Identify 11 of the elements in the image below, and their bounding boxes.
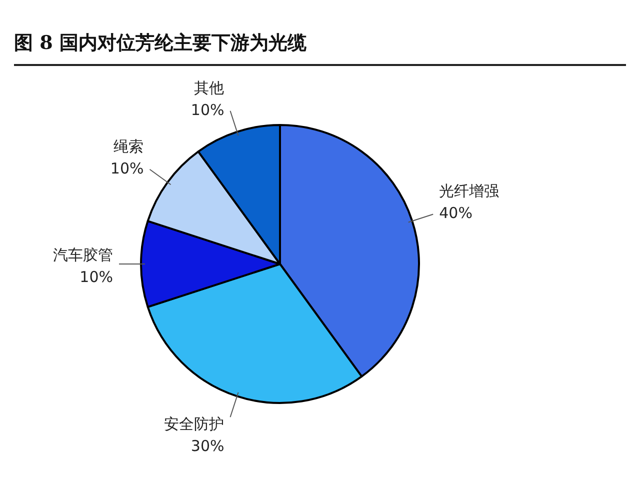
data-label: 10% — [190, 100, 224, 119]
slice-label: 安全防护 — [164, 415, 224, 434]
data-label: 10% — [80, 268, 113, 286]
slice-label: 绳索 — [114, 137, 144, 156]
slice-label: 光纤增强 — [439, 182, 500, 200]
chart-title: 图 8 国内对位芳纶主要下游为光缆 — [14, 30, 626, 66]
slice-label: 汽车胶管 — [53, 246, 113, 264]
data-label: 10% — [110, 159, 144, 178]
data-label: 40% — [439, 204, 472, 222]
data-label: 30% — [190, 437, 224, 456]
slice-label: 其他 — [194, 78, 224, 97]
